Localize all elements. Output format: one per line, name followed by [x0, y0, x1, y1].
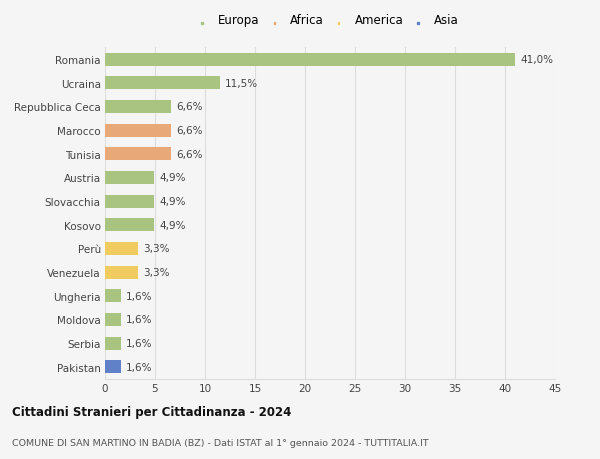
Bar [105, 337, 121, 350]
Bar [105, 77, 220, 90]
Legend: Europa, Africa, America, Asia: Europa, Africa, America, Asia [199, 11, 461, 29]
Text: 1,6%: 1,6% [126, 291, 152, 301]
Text: Cittadini Stranieri per Cittadinanza - 2024: Cittadini Stranieri per Cittadinanza - 2… [12, 405, 292, 419]
Bar [105, 290, 121, 302]
Text: 11,5%: 11,5% [225, 78, 258, 89]
Bar [105, 195, 154, 208]
Bar [105, 219, 154, 232]
Text: 6,6%: 6,6% [176, 126, 203, 136]
Text: 6,6%: 6,6% [176, 102, 203, 112]
Text: COMUNE DI SAN MARTINO IN BADIA (BZ) - Dati ISTAT al 1° gennaio 2024 - TUTTITALIA: COMUNE DI SAN MARTINO IN BADIA (BZ) - Da… [12, 438, 428, 447]
Bar [105, 101, 171, 114]
Bar [105, 148, 171, 161]
Bar [105, 124, 171, 137]
Bar [105, 313, 121, 326]
Text: 6,6%: 6,6% [176, 150, 203, 159]
Bar [105, 242, 138, 255]
Text: 1,6%: 1,6% [126, 315, 152, 325]
Text: 1,6%: 1,6% [126, 362, 152, 372]
Text: 4,9%: 4,9% [159, 220, 185, 230]
Bar [105, 266, 138, 279]
Text: 3,3%: 3,3% [143, 268, 170, 277]
Bar [105, 360, 121, 373]
Bar [105, 54, 515, 67]
Text: 41,0%: 41,0% [520, 55, 553, 65]
Text: 1,6%: 1,6% [126, 338, 152, 348]
Text: 4,9%: 4,9% [159, 173, 185, 183]
Text: 3,3%: 3,3% [143, 244, 170, 254]
Text: 4,9%: 4,9% [159, 196, 185, 207]
Bar [105, 172, 154, 185]
